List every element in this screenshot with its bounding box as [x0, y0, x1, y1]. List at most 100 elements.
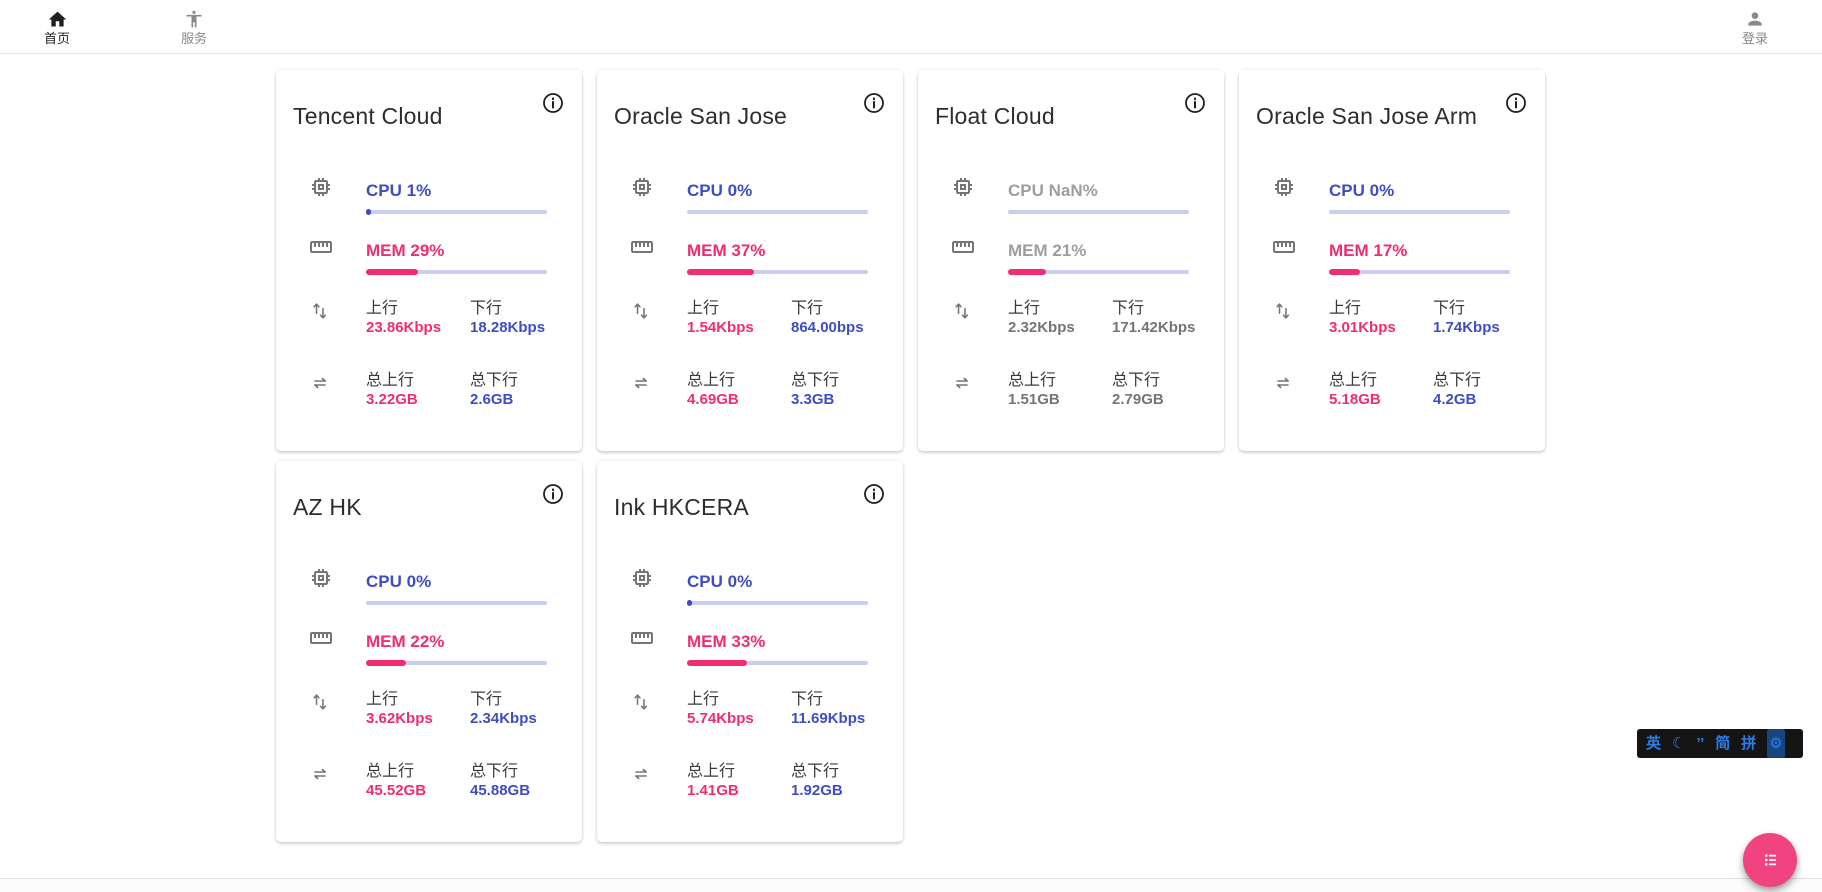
- total-download-value: 45.88GB: [470, 782, 531, 799]
- memory-ruler-icon: [1272, 235, 1296, 259]
- download-label: 下行: [1112, 300, 1145, 317]
- nav-services-label: 服务: [180, 31, 207, 46]
- moon-icon[interactable]: ☾: [1672, 735, 1686, 752]
- mem-usage-label: MEM 17%: [1329, 241, 1408, 260]
- total-download-value: 2.79GB: [1112, 391, 1164, 408]
- cpu-progress-bar: [366, 600, 547, 606]
- footer-divider: [0, 878, 1822, 879]
- mem-progress-track: [366, 661, 547, 665]
- ime-pinyin-toggle[interactable]: 拼: [1741, 735, 1757, 752]
- total-upload-label: 总上行: [1329, 372, 1378, 389]
- nav-item-login[interactable]: 登录: [1727, 0, 1783, 46]
- upload-label: 上行: [366, 300, 399, 317]
- ime-punctuation-toggle[interactable]: ’’: [1696, 735, 1705, 752]
- info-icon[interactable]: [541, 482, 565, 506]
- total-download-label: 总下行: [1112, 372, 1161, 389]
- swap-vert-icon: [630, 691, 654, 715]
- mem-progress-track: [687, 661, 868, 665]
- swap-vert-icon: [1272, 300, 1296, 324]
- mem-progress-bar: [366, 269, 547, 275]
- info-icon[interactable]: [1183, 91, 1207, 115]
- ime-simplified-toggle[interactable]: 简: [1715, 735, 1731, 752]
- upload-label: 上行: [687, 300, 720, 317]
- mem-progress-bar: [687, 269, 868, 275]
- info-icon[interactable]: [862, 482, 886, 506]
- server-card-grid: Tencent Cloud CPU 1% MEM 29%: [276, 70, 1545, 842]
- upload-speed-value: 23.86Kbps: [366, 319, 442, 336]
- cpu-progress-track: [366, 210, 547, 214]
- total-upload-label: 总上行: [687, 763, 736, 780]
- upload-label: 上行: [687, 691, 720, 708]
- cpu-progress-track: [687, 210, 868, 214]
- upload-speed-value: 2.32Kbps: [1008, 319, 1075, 336]
- swap-vert-icon: [309, 691, 333, 715]
- cpu-usage-label: CPU 0%: [1329, 181, 1395, 200]
- total-upload-value: 1.51GB: [1008, 391, 1060, 408]
- memory-ruler-icon: [309, 626, 333, 650]
- total-upload-value: 4.69GB: [687, 391, 739, 408]
- cpu-chip-icon: [951, 175, 975, 199]
- total-download-label: 总下行: [791, 372, 840, 389]
- gear-icon[interactable]: ⚙: [1767, 729, 1785, 758]
- total-download-value: 4.2GB: [1433, 391, 1477, 408]
- server-list-fab[interactable]: [1743, 833, 1797, 887]
- cpu-usage-label: CPU 1%: [366, 181, 432, 200]
- cpu-chip-icon: [1272, 175, 1296, 199]
- total-download-label: 总下行: [1433, 372, 1482, 389]
- ime-language-bar: 英 ☾ ’’ 简 拼 ⚙: [1637, 729, 1803, 758]
- home-icon: [47, 9, 68, 29]
- download-speed-value: 11.69Kbps: [791, 710, 866, 727]
- total-upload-value: 3.22GB: [366, 391, 418, 408]
- nav-home-label: 首页: [43, 31, 70, 46]
- mem-bar-fill: [687, 660, 747, 666]
- total-upload-label: 总上行: [366, 763, 415, 780]
- server-card: Oracle San Jose CPU 0% MEM 37%: [597, 70, 903, 451]
- cpu-progress-bar: [1329, 209, 1510, 215]
- mem-progress-bar: [366, 660, 547, 666]
- cpu-bar-fill: [366, 209, 371, 215]
- total-upload-value: 45.52GB: [366, 782, 427, 799]
- download-label: 下行: [470, 300, 503, 317]
- swap-horiz-icon: [1272, 372, 1296, 396]
- total-download-label: 总下行: [470, 372, 519, 389]
- mem-progress-track: [1008, 270, 1189, 274]
- swap-horiz-icon: [630, 763, 654, 787]
- server-name: Ink HKCERA: [614, 494, 749, 520]
- cpu-usage-label: CPU 0%: [687, 181, 753, 200]
- total-download-label: 总下行: [470, 763, 519, 780]
- cpu-bar-fill: [687, 600, 692, 606]
- memory-ruler-icon: [630, 235, 654, 259]
- top-navbar: 首页 服务 登录: [0, 0, 1822, 54]
- cpu-usage-label: CPU 0%: [366, 572, 432, 591]
- cpu-progress-bar: [687, 600, 868, 606]
- download-label: 下行: [791, 300, 824, 317]
- total-download-label: 总下行: [791, 763, 840, 780]
- cpu-progress-bar: [1008, 209, 1189, 215]
- ime-lang-toggle[interactable]: 英: [1646, 735, 1662, 752]
- memory-ruler-icon: [630, 626, 654, 650]
- upload-label: 上行: [1329, 300, 1362, 317]
- mem-progress-track: [687, 270, 868, 274]
- total-upload-value: 1.41GB: [687, 782, 739, 799]
- info-icon[interactable]: [1504, 91, 1528, 115]
- swap-horiz-icon: [630, 372, 654, 396]
- download-speed-value: 1.74Kbps: [1433, 319, 1500, 336]
- upload-label: 上行: [366, 691, 399, 708]
- mem-usage-label: MEM 21%: [1008, 241, 1087, 260]
- memory-ruler-icon: [309, 235, 333, 259]
- cpu-usage-label: CPU NaN%: [1008, 181, 1098, 200]
- swap-vert-icon: [309, 300, 333, 324]
- services-icon: [184, 9, 204, 29]
- nav-item-home[interactable]: 首页: [29, 0, 85, 46]
- nav-item-services[interactable]: 服务: [166, 0, 222, 46]
- cpu-progress-track: [1329, 210, 1510, 214]
- download-label: 下行: [791, 691, 824, 708]
- cpu-progress-bar: [687, 209, 868, 215]
- info-icon[interactable]: [541, 91, 565, 115]
- swap-horiz-icon: [309, 372, 333, 396]
- list-icon: [1758, 848, 1782, 872]
- swap-vert-icon: [630, 300, 654, 324]
- server-name: Oracle San Jose Arm: [1256, 103, 1478, 129]
- info-icon[interactable]: [862, 91, 886, 115]
- download-label: 下行: [470, 691, 503, 708]
